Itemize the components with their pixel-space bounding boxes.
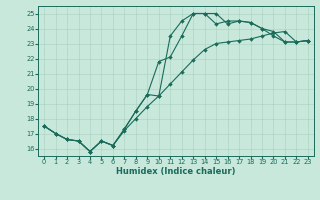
X-axis label: Humidex (Indice chaleur): Humidex (Indice chaleur) — [116, 167, 236, 176]
